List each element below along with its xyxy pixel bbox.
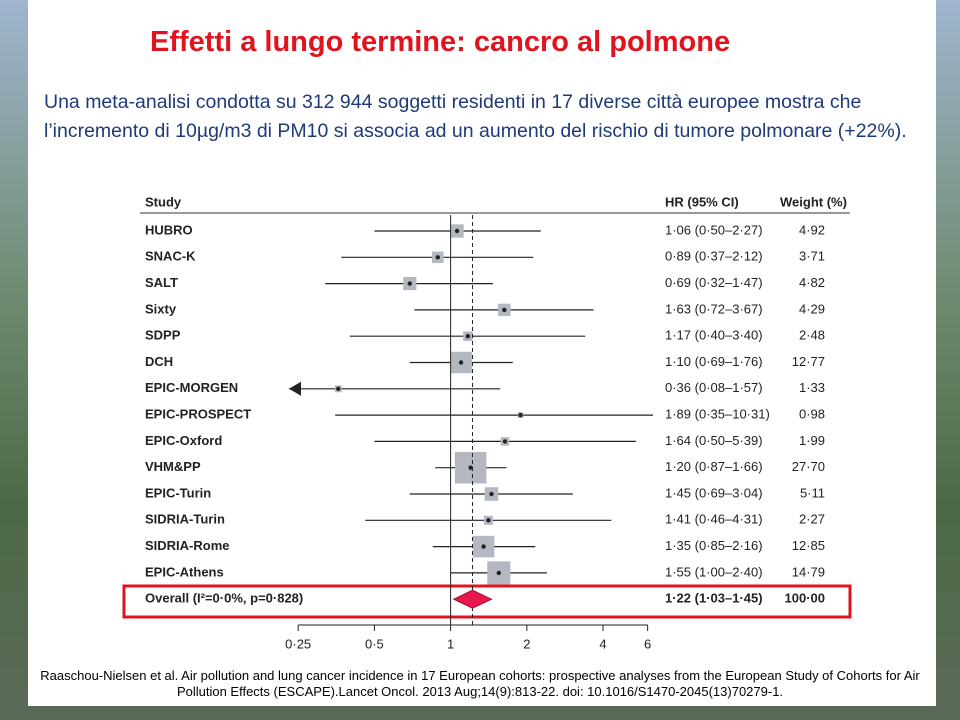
overall-hr-label: 1·22 (1·03–1·45) [665,591,763,606]
study-label: SALT [145,275,178,290]
hr-label: 1·10 (0·69–1·76) [665,354,763,369]
weight-label: 12·85 [792,538,825,553]
study-label: EPIC-Athens [145,564,224,579]
weight-label: 4·82 [799,275,825,290]
plot-area [289,224,653,585]
weight-label: 4·29 [799,301,825,316]
point-estimate [407,281,413,286]
point-estimate [336,386,341,391]
point-estimate [454,228,460,234]
x-tick-label: 2 [523,636,530,651]
weight-label: 3·71 [799,249,825,264]
study-label: HUBRO [145,222,193,237]
study-label: SIDRIA-Turin [145,512,225,527]
highlight-box [122,584,852,619]
weight-label: 5·11 [800,485,825,500]
point-estimate [486,518,491,523]
hr-label: 1·20 (0·87–1·66) [665,459,763,474]
x-tick-label: 0·5 [365,636,384,651]
hr-label: 1·55 (1·00–2·40) [665,564,763,579]
weight-label: 1·99 [799,433,825,448]
overall-label: Overall (I²=0·0%, p=0·828) [145,591,303,606]
hr-label: 1·64 (0·50–5·39) [665,433,763,448]
x-tick-label: 1 [447,636,454,651]
point-estimate [502,439,508,444]
slide-title: Effetti a lungo termine: cancro al polmo… [150,26,731,58]
hr-label: 1·17 (0·40–3·40) [665,328,763,343]
study-label: EPIC-PROSPECT [145,407,251,422]
point-estimate [496,570,502,576]
point-estimate [468,465,473,470]
hr-label: 1·89 (0·35–10·31) [665,407,770,422]
x-tick-label: 0·25 [285,636,311,651]
citation: Raaschou-Nielsen et al. Air pollution an… [40,668,920,699]
study-label: SIDRIA-Rome [145,538,230,553]
column-header: Study [145,194,182,209]
weight-label: 2·48 [799,328,825,343]
weight-label: 12·77 [792,354,825,369]
point-estimate [465,334,471,339]
study-label: DCH [145,354,173,369]
hr-label: 1·35 (0·85–2·16) [665,538,763,553]
point-estimate [502,307,507,313]
study-label: EPIC-Turin [145,485,211,500]
panel [28,0,936,706]
slide-body: Una meta-analisi condotta su 312 944 sog… [44,91,907,142]
study-label: EPIC-Oxford [145,433,222,448]
point-estimate [481,544,486,549]
column-header: HR (95% CI) [665,194,739,209]
weight-label: 1·33 [799,380,825,395]
point-estimate [458,360,464,365]
weight-label: 2·27 [799,512,825,527]
ci-arrow [289,381,301,396]
hr-label: 0·69 (0·32–1·47) [665,275,763,290]
point-estimate [435,255,440,260]
study-label: Sixty [145,301,177,316]
overall-weight-label: 100·00 [785,591,825,606]
study-label: VHM&PP [145,459,201,474]
weight-label: 14·79 [792,564,825,579]
study-label: SDPP [145,328,181,343]
hr-label: 1·45 (0·69–3·04) [665,485,763,500]
hr-label: 1·63 (0·72–3·67) [665,301,763,316]
x-tick-label: 6 [644,636,651,651]
x-tick-label: 4 [599,636,606,651]
study-label: SNAC-K [145,249,196,264]
hr-label: 0·36 (0·08–1·57) [665,380,763,395]
point-estimate [489,491,494,497]
weight-label: 4·92 [799,222,825,237]
point-estimate [518,412,523,418]
weight-label: 0·98 [799,407,825,422]
overall-diamond [452,589,493,609]
hr-label: 1·06 (0·50–2·27) [665,222,763,237]
weight-label: 27·70 [792,459,825,474]
study-label: EPIC-MORGEN [145,380,238,395]
hr-label: 1·41 (0·46–4·31) [665,512,763,527]
hr-label: 0·89 (0·37–2·12) [665,249,763,264]
column-header: Weight (%) [780,194,847,209]
